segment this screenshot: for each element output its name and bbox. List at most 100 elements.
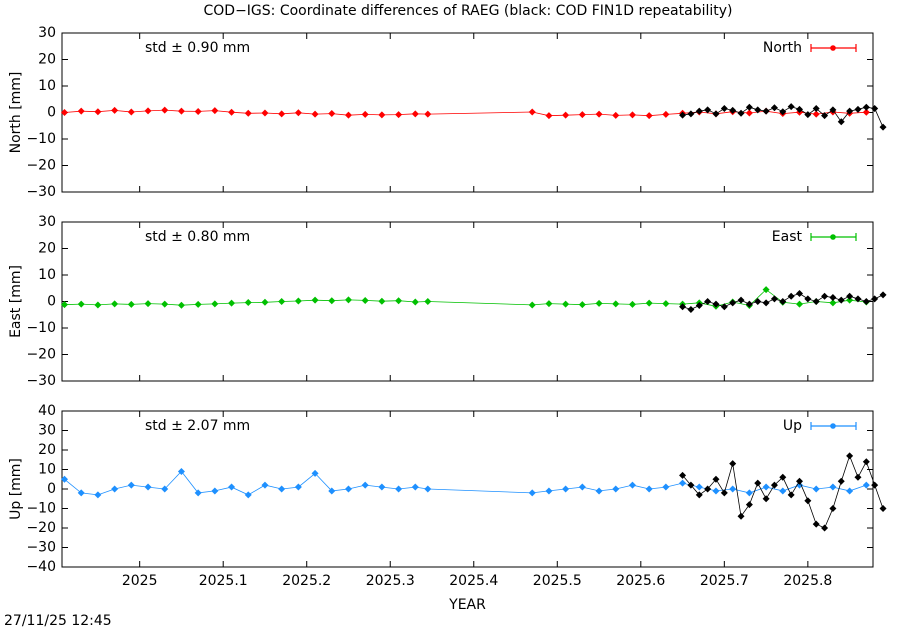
data-point	[862, 108, 870, 116]
data-point	[424, 298, 432, 305]
data-point	[662, 110, 670, 118]
data-point	[804, 111, 812, 119]
y-tick-label: 30	[38, 423, 56, 439]
data-point	[796, 290, 804, 298]
data-point	[821, 112, 829, 120]
data-point	[796, 300, 804, 308]
data-point	[211, 107, 219, 115]
y-tick-label: 10	[38, 78, 56, 94]
y-tick-label: 30	[38, 25, 56, 41]
data-point	[111, 485, 119, 493]
data-point	[821, 292, 829, 300]
data-point	[144, 300, 152, 308]
y-tick-label: −10	[26, 501, 56, 517]
data-point	[562, 485, 570, 493]
data-point	[704, 298, 712, 305]
data-point	[344, 485, 352, 493]
data-point	[411, 483, 419, 491]
data-point	[846, 296, 854, 304]
data-point	[261, 481, 269, 489]
legend-marker	[830, 423, 836, 429]
data-point	[194, 107, 202, 115]
data-point	[411, 110, 419, 118]
data-point	[194, 300, 202, 308]
y-tick-label: −30	[26, 540, 56, 556]
data-point	[729, 460, 737, 468]
data-point	[779, 108, 787, 116]
data-point	[77, 489, 85, 497]
data-point	[871, 105, 879, 113]
data-point	[211, 300, 219, 308]
data-point	[745, 489, 753, 497]
data-point	[695, 491, 703, 499]
y-tick-label: 0	[47, 481, 56, 497]
data-point	[244, 109, 252, 117]
data-point	[595, 299, 603, 307]
data-point	[161, 485, 169, 493]
data-point	[177, 467, 185, 475]
legend-marker	[830, 234, 836, 240]
data-point	[846, 452, 854, 460]
data-point	[779, 473, 787, 481]
data-point	[846, 107, 854, 115]
data-point	[829, 294, 837, 302]
data-point	[294, 297, 302, 305]
data-point	[879, 505, 887, 512]
y-axis-label: East [mm]	[8, 265, 24, 338]
x-tick-label: 2025.5	[533, 573, 582, 589]
data-point	[161, 106, 169, 114]
data-point	[837, 296, 845, 304]
data-point	[712, 110, 720, 118]
y-tick-label: 30	[38, 214, 56, 230]
data-point	[228, 108, 236, 116]
data-point	[812, 520, 820, 528]
std-annotation: std ± 0.90 mm	[145, 40, 250, 56]
y-tick-label: −30	[26, 184, 56, 200]
data-point	[528, 489, 536, 497]
data-point	[862, 481, 870, 489]
data-point	[729, 299, 737, 307]
data-point	[829, 505, 837, 512]
data-point	[311, 469, 319, 477]
data-point	[127, 108, 135, 116]
data-point	[804, 497, 812, 505]
data-point	[127, 300, 135, 308]
data-point	[754, 298, 762, 305]
data-point	[854, 473, 862, 481]
data-point	[737, 109, 745, 117]
data-point	[311, 296, 319, 304]
data-point	[720, 303, 728, 311]
data-point	[395, 111, 403, 119]
data-point	[762, 495, 770, 503]
data-point	[745, 501, 753, 509]
data-point	[762, 483, 770, 491]
data-point	[562, 300, 570, 308]
data-point	[94, 491, 102, 499]
data-point	[545, 300, 553, 308]
data-point	[662, 300, 670, 308]
data-point	[528, 108, 536, 116]
data-point	[812, 105, 820, 113]
data-point	[804, 295, 812, 303]
data-point	[645, 112, 653, 120]
data-point	[846, 292, 854, 300]
x-tick-label: 2025.2	[282, 573, 331, 589]
data-point	[578, 111, 586, 119]
plot-frame	[61, 221, 874, 382]
data-point	[871, 481, 879, 489]
std-annotation: std ± 0.80 mm	[145, 229, 250, 245]
y-axis-label: North [mm]	[8, 72, 24, 154]
data-point	[424, 485, 432, 493]
data-point	[787, 103, 795, 111]
data-point	[821, 524, 829, 532]
data-point	[378, 483, 386, 491]
data-point	[754, 106, 762, 114]
legend-marker	[830, 45, 836, 51]
data-point	[111, 106, 119, 114]
data-point	[628, 300, 636, 308]
data-point	[144, 483, 152, 491]
data-point	[796, 477, 804, 485]
data-point	[77, 107, 85, 115]
data-point	[837, 477, 845, 485]
